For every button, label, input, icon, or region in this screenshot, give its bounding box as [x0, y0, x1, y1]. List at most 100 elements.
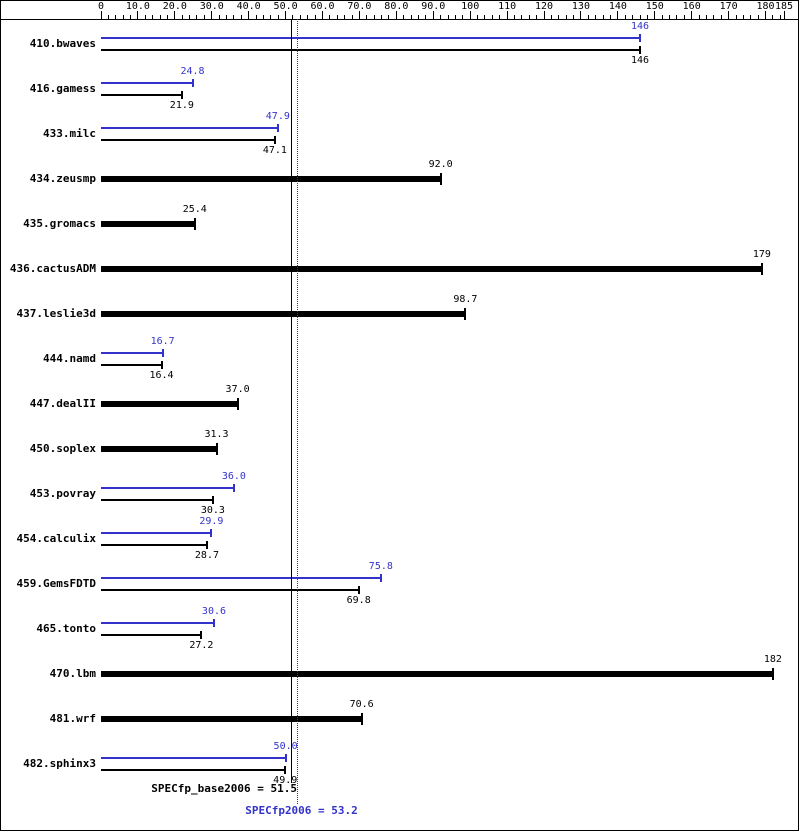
peak-value: 29.9 [199, 516, 224, 527]
axis-minor-tick [270, 15, 272, 19]
base-bar-cap [639, 46, 642, 54]
base-bar-cap [464, 308, 467, 320]
base-value: 27.2 [189, 640, 214, 651]
peak-bar-cap [232, 484, 235, 492]
axis-minor-tick [218, 15, 220, 19]
axis-minor-tick [513, 15, 515, 19]
peak-bar [101, 82, 193, 84]
base-bar [101, 634, 202, 636]
base-mean-line [290, 19, 292, 783]
axis-minor-tick [307, 15, 309, 19]
axis-major-tick [617, 11, 619, 19]
benchmark-label: 435.gromacs [23, 217, 96, 230]
axis-major-tick [728, 11, 730, 19]
peak-value: 75.8 [368, 561, 393, 572]
axis-tick-label: 160 [682, 1, 701, 12]
base-bar-cap [771, 668, 774, 680]
base-bar-cap [180, 91, 183, 99]
base-value: 98.7 [453, 294, 478, 305]
axis-minor-tick [609, 15, 611, 19]
base-bar [101, 401, 238, 407]
base-bar [101, 589, 359, 591]
peak-bar-cap [276, 124, 279, 132]
axis-minor-tick [602, 15, 604, 19]
axis-minor-tick [226, 15, 228, 19]
axis-minor-tick [107, 15, 109, 19]
axis-minor-tick [181, 15, 183, 19]
axis-minor-tick [299, 15, 301, 19]
base-bar [101, 49, 641, 51]
axis-major-tick [100, 11, 102, 19]
base-bar [101, 544, 207, 546]
peak-bar [101, 577, 381, 579]
axis-major-tick [543, 11, 545, 19]
axis-minor-tick [484, 15, 486, 19]
axis-minor-tick [403, 15, 405, 19]
base-bar [101, 671, 773, 677]
benchmark-label: 470.lbm [49, 667, 96, 680]
axis-minor-tick [196, 15, 198, 19]
base-bar [101, 364, 162, 366]
benchmark-label: 437.leslie3d [16, 307, 96, 320]
axis-minor-tick [240, 15, 242, 19]
axis-major-tick [248, 11, 250, 19]
axis-minor-tick [528, 15, 530, 19]
axis-tick-label: 110 [498, 1, 517, 12]
axis-minor-tick [418, 15, 419, 19]
axis-tick-label: 50.0 [273, 1, 298, 12]
axis-minor-tick [477, 15, 479, 19]
base-bar [101, 499, 213, 501]
base-value: 70.6 [349, 699, 374, 710]
base-bar-cap [439, 173, 442, 185]
base-bar-cap [273, 136, 276, 144]
peak-bar [101, 622, 214, 624]
axis-tick-label: 40.0 [236, 1, 261, 12]
axis-minor-tick [624, 15, 626, 19]
axis-tick-label: 80.0 [384, 1, 409, 12]
axis-minor-tick [587, 15, 589, 19]
axis-minor-tick [558, 15, 560, 19]
base-bar [101, 446, 217, 452]
axis-minor-tick [203, 15, 205, 19]
base-bar [101, 769, 286, 771]
base-bar-cap [360, 713, 363, 725]
peak-bar-cap [210, 529, 213, 537]
base-bar [101, 266, 762, 272]
axis-minor-tick [122, 15, 124, 19]
axis-minor-tick [595, 15, 597, 19]
base-bar [101, 311, 466, 317]
axis-tick-label: 180 [756, 1, 775, 12]
axis-tick-label: 100 [461, 1, 480, 12]
benchmark-label: 434.zeusmp [29, 172, 96, 185]
peak-bar-cap [191, 79, 194, 87]
axis-minor-tick [550, 15, 552, 19]
axis-minor-tick [573, 15, 575, 19]
benchmark-label: 436.cactusADM [9, 262, 96, 275]
axis-minor-tick [351, 15, 353, 19]
peak-bar-cap [284, 754, 287, 762]
peak-value: 30.6 [201, 606, 227, 617]
axis-minor-tick [115, 15, 117, 19]
base-value: 31.3 [204, 429, 229, 440]
benchmark-label: 459.GemsFDTD [16, 577, 96, 590]
axis-minor-tick [661, 15, 663, 19]
peak-value: 36.0 [221, 471, 246, 482]
peak-bar [101, 127, 278, 129]
base-bar-cap [236, 398, 239, 410]
axis-tick-label: 10.0 [125, 1, 150, 12]
axis-minor-tick [144, 15, 146, 19]
axis-minor-tick [735, 15, 737, 19]
axis-major-tick [174, 11, 176, 19]
axis-minor-tick [388, 15, 390, 19]
peak-mean-label: SPECfp2006 = 53.2 [245, 804, 358, 817]
axis-major-tick [506, 11, 508, 19]
benchmark-label: 454.calculix [16, 532, 96, 545]
axis-minor-tick [447, 15, 449, 19]
base-value: 92.0 [428, 159, 453, 170]
axis-minor-tick [233, 15, 235, 19]
axis-minor-tick [152, 15, 154, 19]
axis-minor-tick [314, 15, 316, 19]
axis-minor-tick [425, 15, 427, 19]
benchmark-label: 465.tonto [36, 622, 96, 635]
